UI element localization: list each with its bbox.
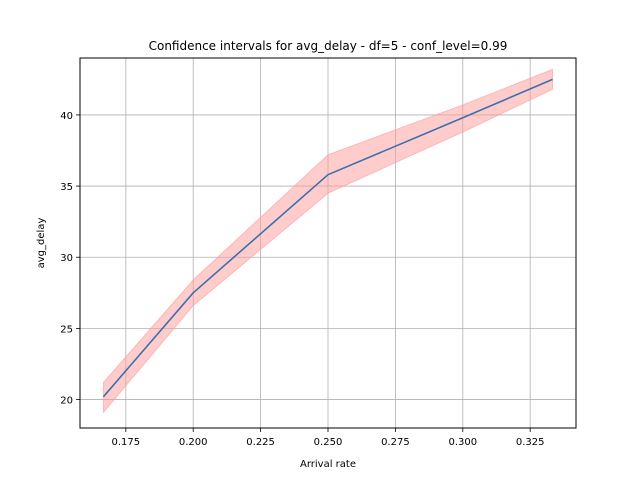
x-tick-label: 0.175 (112, 437, 141, 448)
confidence-band (102, 68, 554, 414)
x-tick-label: 0.325 (516, 437, 545, 448)
x-axis-ticks: 0.175 0.200 0.225 0.250 0.275 0.300 0.325 (112, 428, 545, 448)
x-tick-label: 0.300 (448, 437, 477, 448)
x-axis-label: Arrival rate (300, 459, 356, 470)
x-tick-label: 0.275 (381, 437, 410, 448)
series-line-layer (102, 78, 553, 398)
x-tick-label: 0.225 (246, 437, 275, 448)
x-tick-label: 0.200 (179, 437, 208, 448)
x-tick-label: 0.250 (314, 437, 343, 448)
y-tick-label: 30 (60, 253, 73, 264)
chart-title: Confidence intervals for avg_delay - df=… (149, 39, 508, 53)
y-tick-label: 25 (60, 324, 73, 335)
y-axis-label: avg_delay (36, 218, 47, 269)
y-tick-label: 35 (60, 182, 73, 193)
y-tick-label: 20 (60, 396, 73, 407)
y-axis-ticks: 20 25 30 35 40 (60, 111, 80, 407)
y-tick-label: 40 (60, 111, 73, 122)
confidence-band-layer (102, 68, 554, 414)
